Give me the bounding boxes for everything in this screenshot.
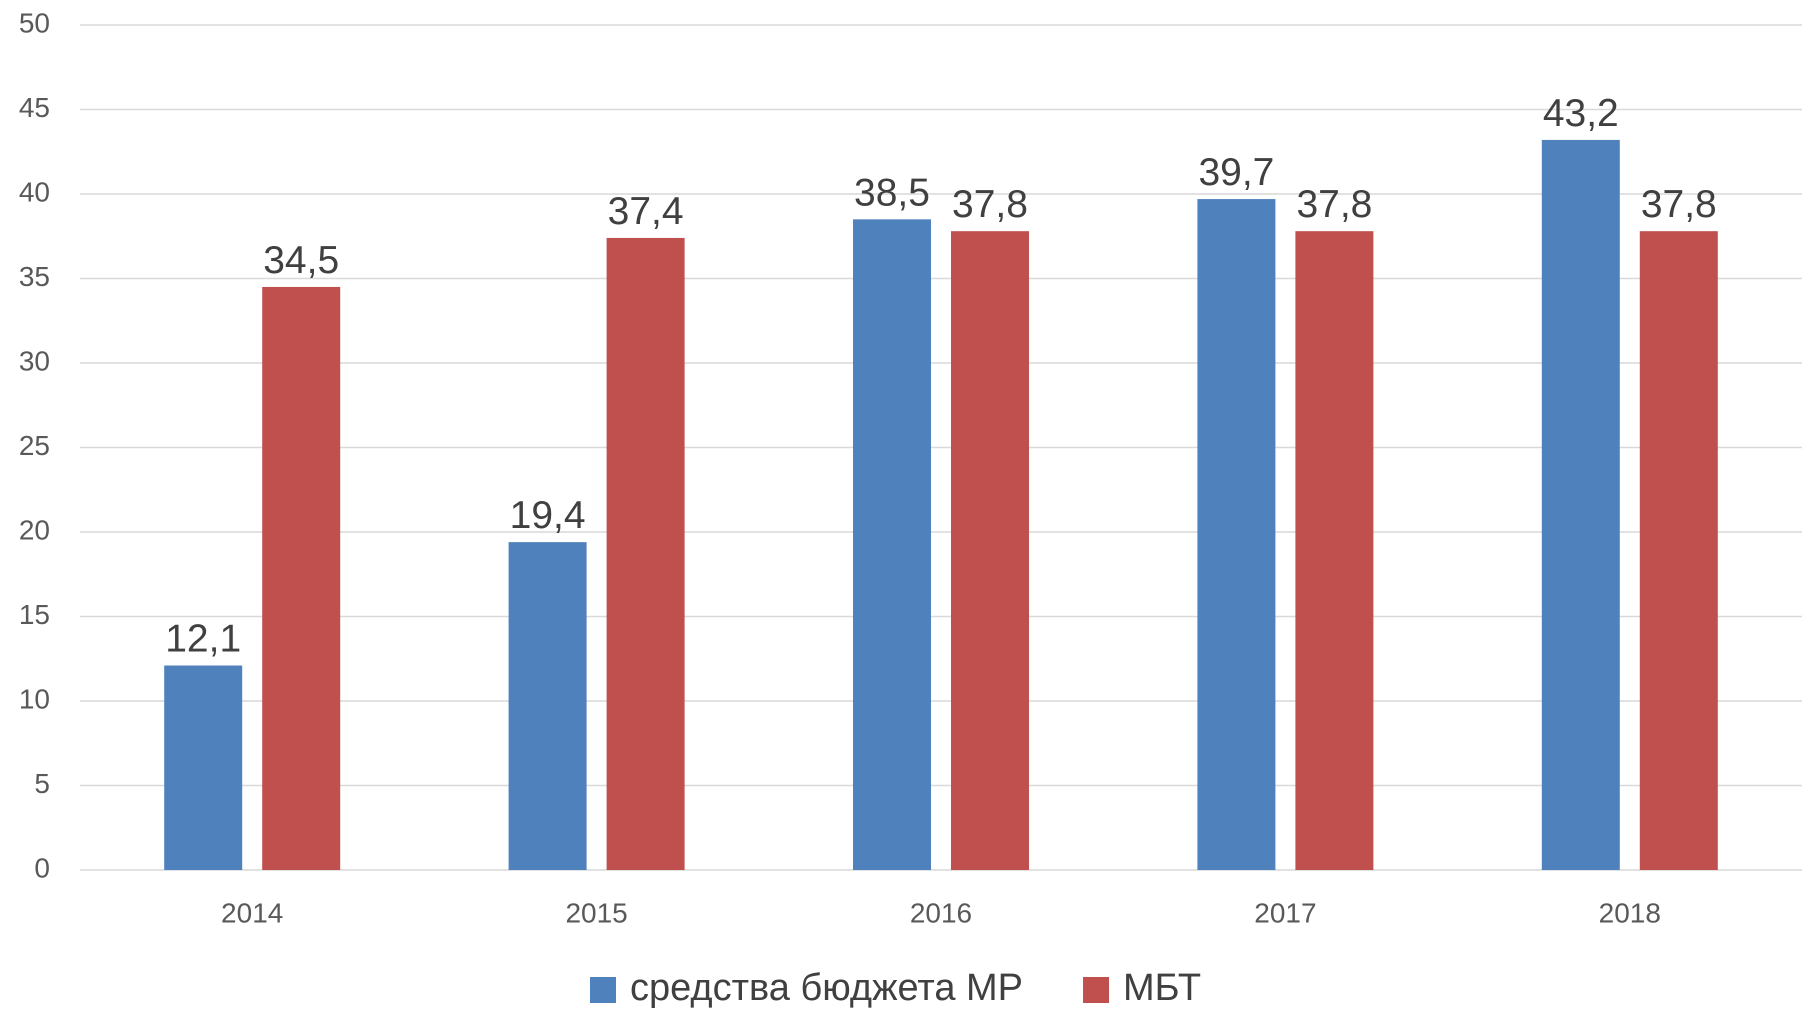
y-tick-label: 15 bbox=[19, 599, 50, 630]
y-tick-label: 35 bbox=[19, 261, 50, 292]
data-label: 12,1 bbox=[165, 618, 241, 661]
y-tick-label: 5 bbox=[34, 768, 50, 799]
y-tick-label: 50 bbox=[19, 7, 50, 38]
y-tick-label: 0 bbox=[34, 852, 50, 883]
data-label: 39,7 bbox=[1198, 151, 1274, 194]
bar bbox=[606, 237, 685, 870]
y-tick-label: 25 bbox=[19, 430, 50, 461]
bar bbox=[951, 231, 1029, 870]
x-tick-label: 2017 bbox=[1254, 897, 1316, 928]
y-tick-label: 30 bbox=[19, 345, 50, 376]
y-tick-label: 45 bbox=[19, 92, 50, 123]
data-label: 43,2 bbox=[1543, 92, 1619, 135]
bar bbox=[164, 665, 243, 870]
bar bbox=[1639, 231, 1718, 870]
x-tick-label: 2014 bbox=[221, 897, 283, 928]
data-label: 37,8 bbox=[1296, 183, 1372, 226]
legend-label: средства бюджета МР bbox=[630, 967, 1023, 1009]
bar bbox=[853, 219, 931, 871]
bar bbox=[1541, 139, 1620, 871]
data-label: 37,8 bbox=[952, 183, 1028, 226]
data-label: 37,4 bbox=[608, 190, 684, 233]
x-tick-label: 2015 bbox=[565, 897, 627, 928]
bar bbox=[508, 542, 587, 870]
y-tick-label: 20 bbox=[19, 514, 50, 545]
data-label: 37,8 bbox=[1641, 183, 1717, 226]
data-label: 19,4 bbox=[510, 494, 586, 537]
data-label: 38,5 bbox=[854, 171, 930, 214]
x-tick-label: 2016 bbox=[910, 897, 972, 928]
bar bbox=[262, 286, 341, 870]
bar bbox=[1295, 231, 1374, 870]
legend-swatch bbox=[1083, 977, 1110, 1003]
y-tick-label: 10 bbox=[19, 683, 50, 714]
bar bbox=[1197, 199, 1276, 870]
data-label: 34,5 bbox=[263, 239, 339, 282]
x-tick-label: 2018 bbox=[1599, 897, 1661, 928]
legend-swatch bbox=[590, 977, 616, 1003]
y-tick-label: 40 bbox=[19, 176, 50, 207]
legend-label: МБТ bbox=[1123, 967, 1201, 1009]
